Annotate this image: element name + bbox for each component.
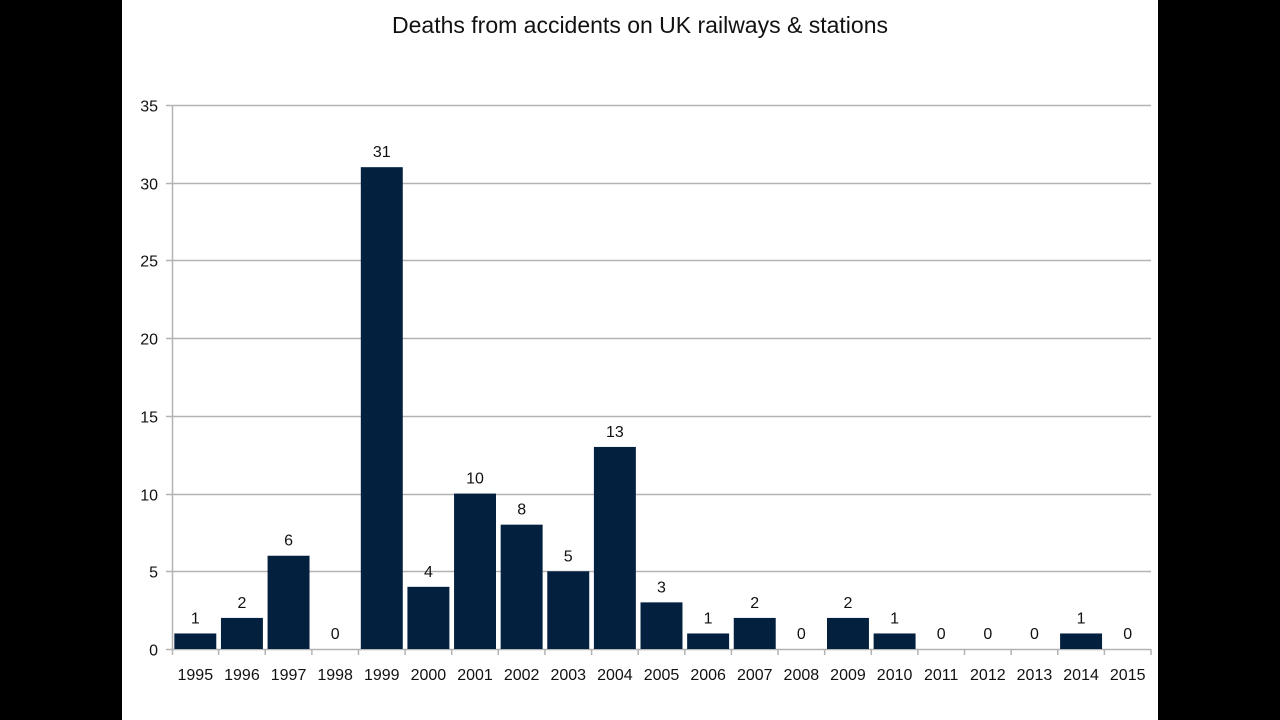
value-label: 1	[890, 610, 899, 627]
x-tick-label: 2007	[737, 667, 773, 684]
x-tick-label: 1996	[224, 667, 260, 684]
bars	[174, 167, 1103, 649]
y-tick-label: 25	[140, 254, 158, 271]
x-tick-label: 2005	[644, 667, 680, 684]
value-label: 0	[1123, 626, 1132, 643]
bar	[733, 617, 776, 649]
x-tick-label: 2003	[550, 667, 586, 684]
x-tick-label: 2014	[1063, 667, 1099, 684]
bar	[267, 555, 310, 649]
value-label: 31	[373, 144, 391, 161]
bar	[547, 571, 590, 649]
value-label: 13	[606, 424, 624, 441]
value-label: 6	[284, 533, 293, 550]
y-tick-label: 10	[140, 488, 158, 505]
y-tick-label: 0	[149, 643, 158, 660]
x-tick-label: 2001	[457, 667, 493, 684]
bar	[1060, 633, 1103, 649]
bar	[687, 633, 730, 649]
value-label: 0	[797, 626, 806, 643]
x-tick-label: 1998	[317, 667, 353, 684]
x-tick-label: 1997	[271, 667, 307, 684]
value-label: 1	[191, 610, 200, 627]
value-label: 2	[844, 595, 853, 612]
y-tick-label: 5	[149, 565, 158, 582]
value-label: 10	[466, 471, 484, 488]
bar	[220, 617, 263, 649]
x-tick-label: 2006	[690, 667, 726, 684]
x-tick-label: 2008	[784, 667, 820, 684]
value-label: 3	[657, 579, 666, 596]
chart-title: Deaths from accidents on UK railways & s…	[392, 12, 888, 38]
x-tick-label: 2004	[597, 667, 633, 684]
value-label: 0	[1030, 626, 1039, 643]
value-label: 1	[704, 610, 713, 627]
bar	[407, 586, 450, 649]
bar	[500, 524, 543, 649]
value-label: 0	[983, 626, 992, 643]
value-label: 2	[237, 595, 246, 612]
x-tick-label: 1999	[364, 667, 400, 684]
value-label: 8	[517, 502, 526, 519]
y-tick-label: 20	[140, 332, 158, 349]
value-label: 1	[1077, 610, 1086, 627]
x-tick-label: 2011	[924, 667, 959, 684]
bar	[640, 602, 683, 649]
x-tick-label: 2013	[1017, 667, 1053, 684]
x-tick-label: 2012	[970, 667, 1006, 684]
bar	[826, 617, 869, 649]
y-tick-label: 35	[140, 99, 158, 116]
y-tick-label: 15	[140, 410, 158, 427]
bar	[360, 167, 403, 649]
bar	[593, 446, 636, 649]
x-tick-label: 1995	[178, 667, 214, 684]
y-tick-label: 30	[140, 177, 158, 194]
gridlines	[172, 104, 1151, 573]
value-label: 5	[564, 548, 573, 565]
value-label: 0	[331, 626, 340, 643]
x-tick-label: 2009	[830, 667, 866, 684]
bar	[174, 633, 217, 649]
x-tick-label: 2000	[411, 667, 447, 684]
x-tick-label: 2002	[504, 667, 540, 684]
x-tick-label: 2015	[1110, 667, 1146, 684]
x-tick-label: 2010	[877, 667, 913, 684]
value-label: 2	[750, 595, 759, 612]
value-label: 0	[937, 626, 946, 643]
bar	[454, 493, 497, 649]
value-label: 4	[424, 564, 433, 581]
bar	[873, 633, 916, 649]
